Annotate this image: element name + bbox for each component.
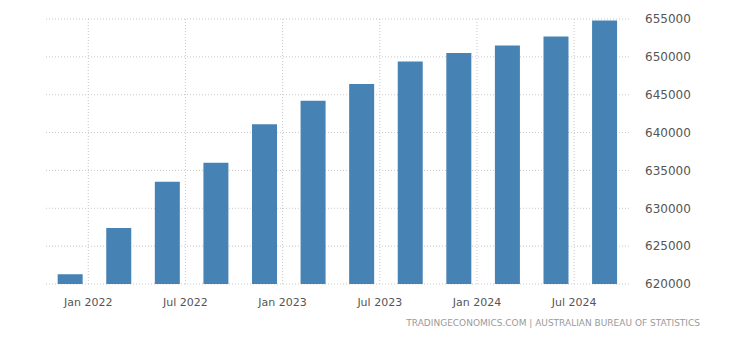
svg-text:625000: 625000	[645, 239, 691, 253]
svg-text:Jul 2022: Jul 2022	[162, 296, 208, 309]
svg-text:630000: 630000	[645, 202, 691, 216]
svg-text:620000: 620000	[645, 277, 691, 291]
svg-text:Jan 2022: Jan 2022	[63, 296, 112, 309]
svg-text:640000: 640000	[645, 126, 691, 140]
svg-text:655000: 655000	[645, 12, 691, 26]
svg-text:Jan 2024: Jan 2024	[452, 296, 501, 309]
svg-text:645000: 645000	[645, 88, 691, 102]
svg-text:Jan 2023: Jan 2023	[257, 296, 306, 309]
svg-text:635000: 635000	[645, 164, 691, 178]
svg-text:650000: 650000	[645, 50, 691, 64]
svg-text:Jul 2024: Jul 2024	[551, 296, 597, 309]
html-text:TRADINGECONOMICS.COM | AUSTRAL: TRADINGECONOMICS.COM | AUSTRALIAN BUREAU…	[406, 318, 700, 328]
svg-text:Jul 2023: Jul 2023	[356, 296, 402, 309]
